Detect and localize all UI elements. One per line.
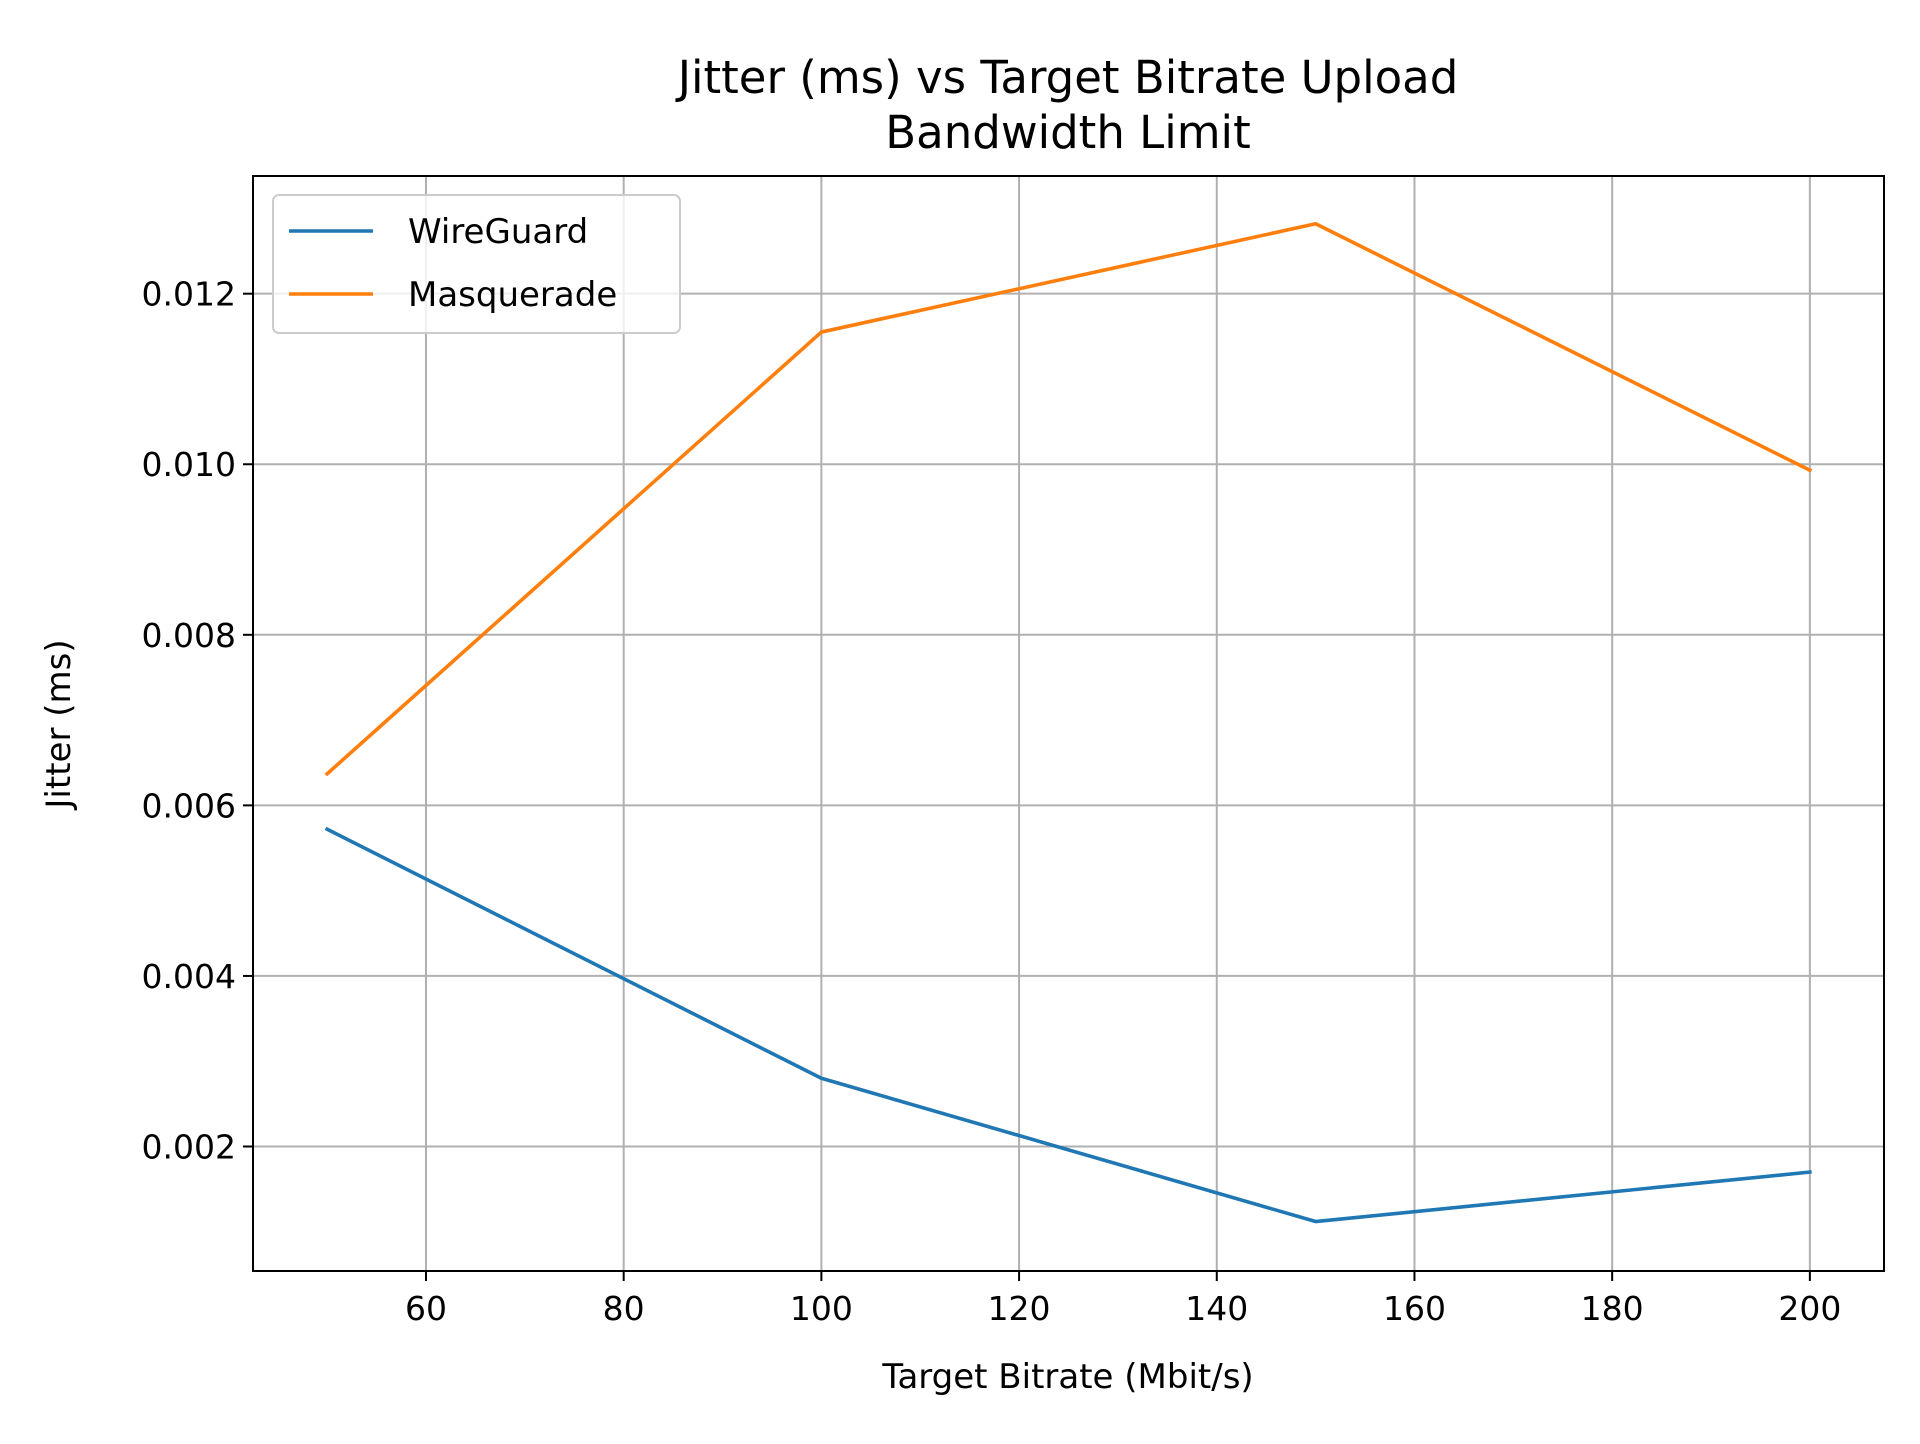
- plot-frame: [252, 175, 1885, 1272]
- y-tick-label: 0.006: [142, 786, 236, 825]
- y-tick-label: 0.008: [142, 616, 236, 655]
- x-tick-label: 200: [1778, 1289, 1841, 1328]
- series-lines: [324, 221, 1813, 1224]
- x-tick-label: 60: [405, 1289, 447, 1328]
- legend-label-wireguard: WireGuard: [408, 212, 588, 252]
- legend: WireGuard Masquerade: [272, 194, 681, 334]
- x-axis-label: Target Bitrate (Mbit/s): [881, 1357, 1253, 1397]
- x-tick-label: 100: [790, 1289, 853, 1328]
- chart-title-line-2: Bandwidth Limit: [885, 106, 1250, 159]
- legend-frame: [272, 194, 681, 334]
- legend-label-masquerade: Masquerade: [408, 275, 617, 315]
- ticks: 60 80 100 120 140 160 180 200 0.002 0.004 0.006 0.0…: [142, 275, 1842, 1328]
- grid: [253, 176, 1884, 1271]
- y-tick-label: 0.012: [142, 275, 236, 314]
- x-tick-label: 80: [603, 1289, 645, 1328]
- y-tick-label: 0.010: [142, 445, 236, 484]
- chart-title-line-1: Jitter (ms) vs Target Bitrate Upload: [675, 51, 1459, 104]
- y-tick-label: 0.004: [142, 957, 236, 996]
- series-line-wireguard: [324, 826, 1812, 1224]
- series-line-masquerade: [324, 221, 1813, 777]
- x-tick-label: 160: [1383, 1289, 1446, 1328]
- x-tick-label: 120: [988, 1289, 1051, 1328]
- x-tick-label: 140: [1185, 1289, 1248, 1328]
- y-tick-label: 0.002: [142, 1127, 236, 1166]
- y-axis-label: Jitter (ms): [39, 639, 79, 810]
- x-tick-label: 180: [1581, 1289, 1644, 1328]
